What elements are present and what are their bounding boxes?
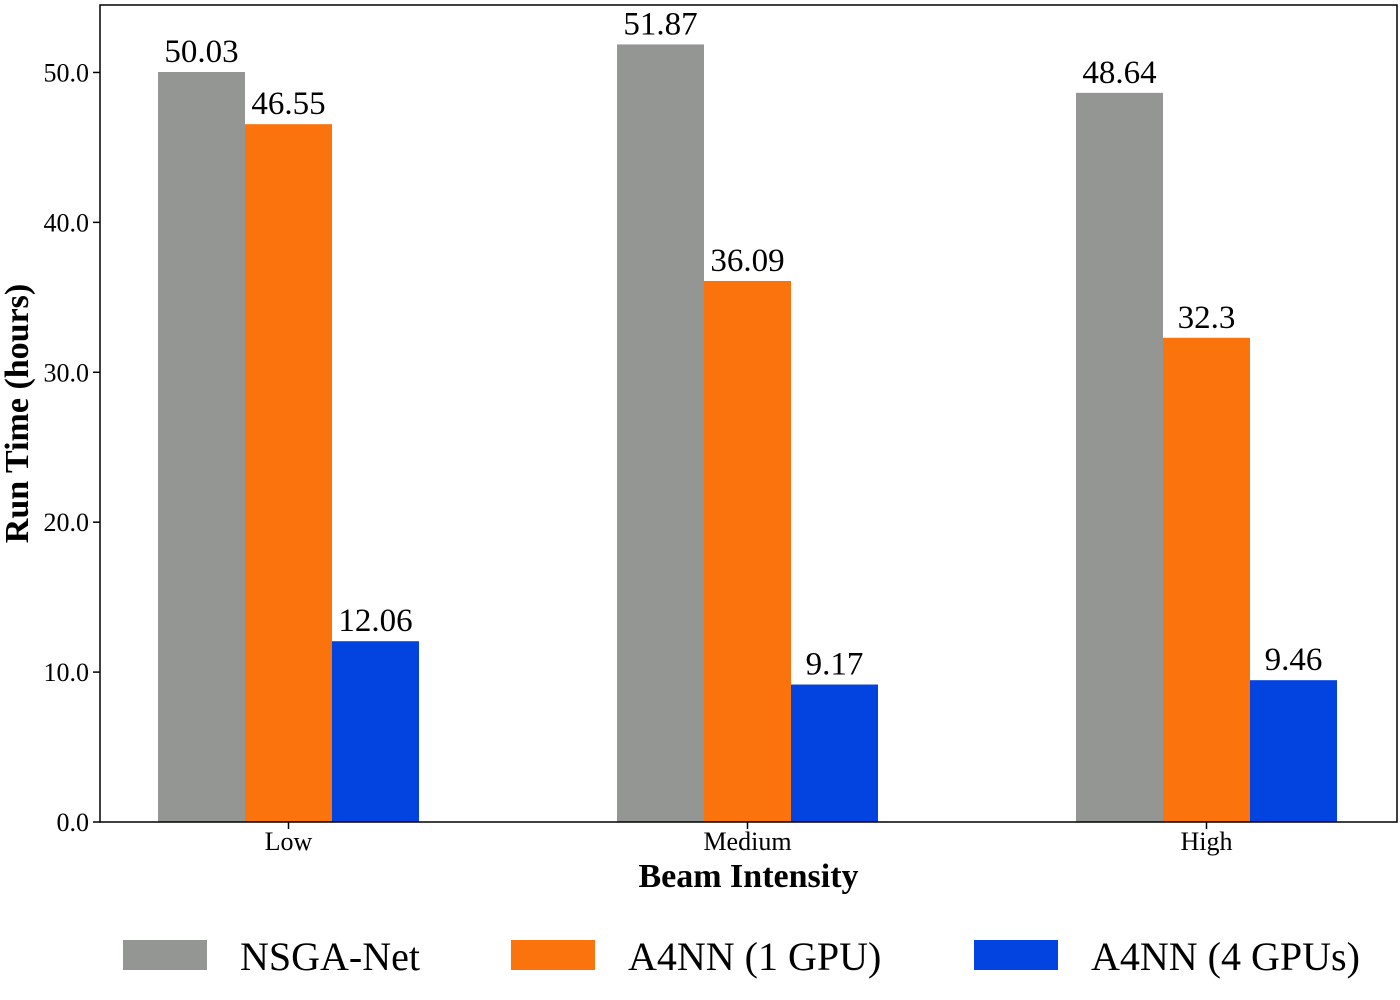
bar-a4nn-1-gpu-high — [1163, 337, 1250, 822]
y-axis: 0.0 10.0 20.0 30.0 40.0 50.0 — [44, 58, 100, 837]
legend-swatch — [974, 940, 1058, 970]
bar-a4nn-1-gpu-medium — [704, 280, 791, 823]
legend-swatch — [511, 940, 595, 970]
x-tick-label: Low — [265, 827, 313, 856]
data-label: 51.87 — [623, 6, 697, 42]
bar-nsga-net-medium — [617, 44, 704, 822]
legend: NSGA-Net A4NN (1 GPU) A4NN (4 GPUs) — [123, 934, 1360, 979]
data-labels-group: 50.03 51.87 48.64 46.55 36.09 32.3 12.06 9.17 9.… — [164, 6, 1322, 682]
legend-swatch — [123, 940, 207, 970]
bar-a4nn-4-gpus-low — [332, 641, 419, 822]
y-tick-label: 10.0 — [44, 658, 90, 687]
x-axis: Low Medium High — [265, 822, 1233, 856]
y-tick-label: 0.0 — [57, 808, 90, 837]
x-tick-label: High — [1181, 827, 1233, 856]
plot-frame — [99, 4, 1398, 823]
y-tick-label: 20.0 — [44, 508, 90, 537]
x-tick-label: Medium — [703, 827, 791, 856]
data-label: 9.17 — [806, 647, 864, 683]
legend-label: A4NN (1 GPU) — [628, 934, 881, 979]
bar-a4nn-4-gpus-high — [1250, 680, 1337, 822]
bar-nsga-net-low — [158, 72, 245, 823]
y-axis-title: Run Time (hours) — [0, 284, 36, 543]
legend-label: NSGA-Net — [240, 934, 420, 979]
legend-label: A4NN (4 GPUs) — [1091, 934, 1360, 979]
x-axis-title: Beam Intensity — [638, 858, 858, 895]
data-label: 36.09 — [710, 243, 784, 279]
data-label: 50.03 — [164, 34, 238, 70]
bar-a4nn-4-gpus-medium — [791, 684, 878, 822]
y-tick-label: 30.0 — [44, 358, 90, 387]
data-label: 32.3 — [1178, 300, 1236, 336]
data-label: 9.46 — [1265, 642, 1323, 678]
bar-a4nn-1-gpu-low — [245, 124, 332, 822]
data-label: 46.55 — [251, 86, 325, 122]
data-label: 12.06 — [338, 603, 412, 639]
data-label: 48.64 — [1082, 55, 1156, 91]
bar-nsga-net-high — [1076, 92, 1163, 822]
bars-group — [158, 44, 1337, 823]
y-tick-label: 40.0 — [44, 208, 90, 237]
y-tick-label: 50.0 — [44, 58, 90, 87]
